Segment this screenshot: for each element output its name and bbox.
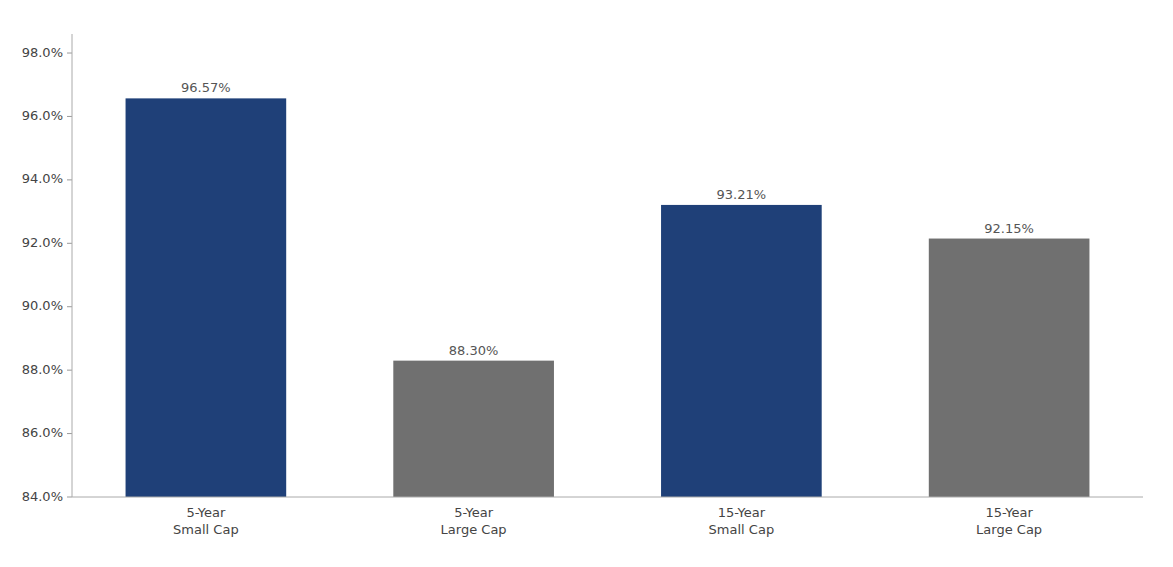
x-tick-label-line: 5-Year	[454, 505, 494, 520]
y-tick-label: 96.0%	[22, 108, 63, 123]
bar	[661, 205, 822, 497]
x-tick-label-line: 5-Year	[186, 505, 226, 520]
data-label: 88.30%	[449, 343, 499, 358]
y-tick	[67, 497, 72, 498]
x-tick-label: 5-Year Small Cap	[173, 505, 239, 537]
y-tick	[67, 306, 72, 307]
y-tick	[67, 53, 72, 54]
data-label: 96.57%	[181, 80, 231, 95]
x-axis: 5-Year Small Cap 5-Year Large Cap 15-Year Sma…	[72, 497, 1143, 537]
y-tick	[67, 243, 72, 244]
y-tick-label: 98.0%	[22, 45, 63, 60]
bar	[126, 98, 287, 497]
x-tick-label-line: 15-Year	[986, 505, 1034, 520]
x-tick-label-line: Large Cap	[976, 522, 1042, 537]
y-axis-line	[72, 34, 73, 497]
y-tick-label: 92.0%	[22, 235, 63, 250]
x-tick-label-line: Small Cap	[173, 522, 239, 537]
data-labels: 96.57% 88.30% 93.21% 92.15%	[181, 80, 1034, 357]
y-tick-label: 84.0%	[22, 489, 63, 504]
y-axis: 84.0% 86.0% 88.0% 90.0% 92.0% 94.0% 96.0% 98.0%	[22, 34, 72, 504]
y-tick-label: 90.0%	[22, 298, 63, 313]
bars	[126, 98, 1090, 497]
x-tick-label: 15-Year Small Cap	[709, 505, 775, 537]
bar	[929, 239, 1090, 497]
y-tick	[67, 116, 72, 117]
bar	[393, 361, 554, 497]
y-tick	[67, 370, 72, 371]
x-tick-label-line: 15-Year	[718, 505, 766, 520]
y-tick-label: 88.0%	[22, 362, 63, 377]
y-tick	[67, 433, 72, 434]
x-tick-label-line: Large Cap	[441, 522, 507, 537]
x-tick-label: 15-Year Large Cap	[976, 505, 1042, 537]
y-tick-label: 86.0%	[22, 425, 63, 440]
data-label: 92.15%	[984, 221, 1034, 236]
data-label: 93.21%	[717, 187, 767, 202]
y-tick	[67, 179, 72, 180]
x-axis-line	[72, 497, 1143, 498]
x-tick-label-line: Small Cap	[709, 522, 775, 537]
x-tick-label: 5-Year Large Cap	[441, 505, 507, 537]
chart: 84.0% 86.0% 88.0% 90.0% 92.0% 94.0% 96.0% 98.0%…	[0, 0, 1173, 567]
y-tick-label: 94.0%	[22, 171, 63, 186]
